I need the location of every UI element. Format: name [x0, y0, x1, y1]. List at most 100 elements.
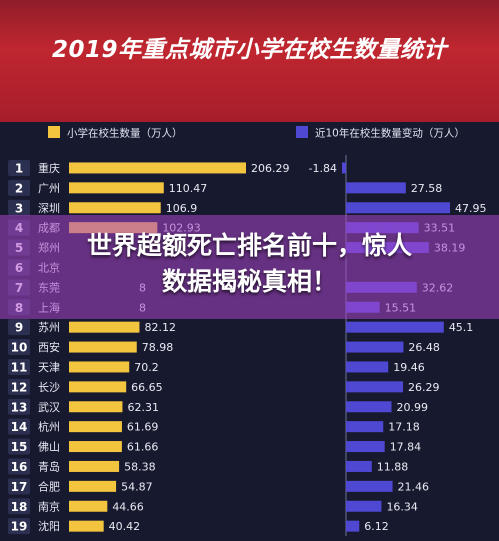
- legend-swatch: [296, 126, 308, 138]
- change-bar: [346, 361, 389, 373]
- change-bar: [346, 202, 450, 214]
- overlay-headline-line2: 数据揭秘真相！: [161, 267, 337, 296]
- change-bar: [346, 480, 393, 492]
- change-label: 6.12: [364, 520, 389, 533]
- rank-label: 2: [15, 181, 23, 195]
- rank-badge: [8, 438, 30, 455]
- change-label: 16.34: [386, 500, 418, 513]
- student-count-bar: [69, 321, 140, 333]
- rank-label: 9: [15, 321, 23, 335]
- student-count-label: 206.29: [251, 162, 290, 175]
- city-label: 苏州: [38, 321, 60, 334]
- rank-badge: [8, 179, 30, 196]
- change-bar: [346, 321, 444, 333]
- rank-badge: [8, 199, 30, 216]
- student-count-bar: [69, 441, 122, 453]
- rank-label: 11: [11, 360, 28, 374]
- change-label: 11.88: [377, 460, 409, 473]
- city-label: 重庆: [38, 161, 60, 175]
- change-bar: [346, 520, 360, 532]
- student-count-label: 106.9: [166, 202, 198, 215]
- city-label: 长沙: [38, 381, 60, 394]
- change-label: 27.58: [411, 182, 443, 195]
- change-label: 47.95: [455, 202, 487, 215]
- student-count-bar: [69, 182, 164, 194]
- rank-label: 10: [11, 341, 28, 355]
- change-label: 26.29: [408, 381, 440, 394]
- student-count-label: 61.66: [127, 441, 159, 454]
- student-count-label: 44.66: [112, 500, 144, 513]
- student-count-label: 70.2: [134, 361, 159, 374]
- chart-header: 2019年重点城市小学在校生数量统计: [0, 0, 499, 122]
- change-label: 17.18: [388, 421, 420, 434]
- change-label: 17.84: [390, 441, 422, 454]
- city-label: 杭州: [38, 420, 60, 434]
- rank-badge: [8, 398, 30, 415]
- change-label: 21.46: [398, 480, 430, 493]
- student-count-bar: [69, 202, 161, 214]
- rank-badge: [8, 378, 30, 395]
- rank-label: 14: [11, 420, 28, 434]
- student-count-bar: [69, 520, 104, 532]
- student-count-bar: [69, 162, 246, 174]
- student-count-bar: [69, 500, 108, 512]
- city-label: 合肥: [38, 479, 60, 493]
- overlay-banner: [0, 215, 499, 319]
- student-count-label: 54.87: [121, 480, 153, 493]
- change-bar: [346, 421, 384, 433]
- rank-badge: [8, 358, 30, 375]
- city-label: 青岛: [38, 459, 60, 473]
- rank-label: 18: [11, 500, 28, 514]
- change-label: 19.46: [393, 361, 425, 374]
- change-label: 45.1: [449, 321, 474, 334]
- student-count-bar: [69, 480, 117, 492]
- rank-label: 3: [15, 201, 23, 215]
- change-bar: [346, 341, 404, 353]
- student-count-label: 62.31: [127, 401, 159, 414]
- rank-badge: [8, 498, 30, 515]
- city-label: 佛山: [38, 441, 60, 454]
- rank-label: 12: [11, 380, 28, 394]
- bar-chart: 小学在校生数量（万人） 近10年在校生数量变动（万人） 1 重庆 206.29 -1.84…: [8, 126, 487, 537]
- change-bar: [342, 162, 346, 174]
- rank-badge: [8, 339, 30, 356]
- student-count-label: 61.69: [127, 421, 159, 434]
- change-label: -1.84: [309, 162, 337, 175]
- student-count-bar: [69, 401, 123, 413]
- city-label: 沈阳: [38, 519, 60, 533]
- change-bar: [346, 381, 404, 393]
- rank-label: 19: [11, 520, 28, 534]
- city-label: 武汉: [38, 401, 60, 414]
- city-label: 西安: [38, 340, 60, 354]
- student-count-bar: [69, 341, 137, 353]
- student-count-label: 58.38: [124, 460, 156, 473]
- change-label: 20.99: [397, 401, 429, 414]
- chart-panel: 小学在校生数量（万人） 近10年在校生数量变动（万人） 1 重庆 206.29 -1.84…: [0, 122, 499, 541]
- rank-label: 16: [11, 460, 28, 474]
- student-count-bar: [69, 361, 130, 373]
- legend-label: 近10年在校生数量变动（万人）: [315, 127, 465, 140]
- student-count-bar: [69, 381, 127, 393]
- change-label: 26.48: [408, 341, 440, 354]
- rank-badge: [8, 518, 30, 535]
- rank-label: 17: [11, 480, 28, 494]
- overlay-headline-line1: 世界超额死亡排名前十，惊人: [86, 231, 412, 260]
- city-label: 南京: [38, 499, 60, 513]
- overlay-headline: 世界超额死亡排名前十，惊人 数据揭秘真相！: [0, 228, 499, 300]
- legend-label: 小学在校生数量（万人）: [67, 127, 183, 140]
- legend-swatch: [48, 126, 60, 138]
- change-bar: [346, 182, 406, 194]
- city-label: 广州: [38, 182, 60, 195]
- rank-label: 13: [11, 400, 28, 414]
- rank-label: 1: [15, 161, 23, 175]
- change-bar: [346, 500, 382, 512]
- change-bar: [346, 441, 385, 453]
- student-count-bar: [69, 421, 122, 433]
- rank-badge: [8, 458, 30, 475]
- student-count-label: 110.47: [169, 182, 208, 195]
- city-label: 深圳: [38, 202, 60, 215]
- student-count-label: 40.42: [109, 520, 141, 533]
- rank-label: 15: [11, 440, 28, 454]
- rank-badge: [8, 159, 30, 176]
- change-bar: [346, 401, 392, 413]
